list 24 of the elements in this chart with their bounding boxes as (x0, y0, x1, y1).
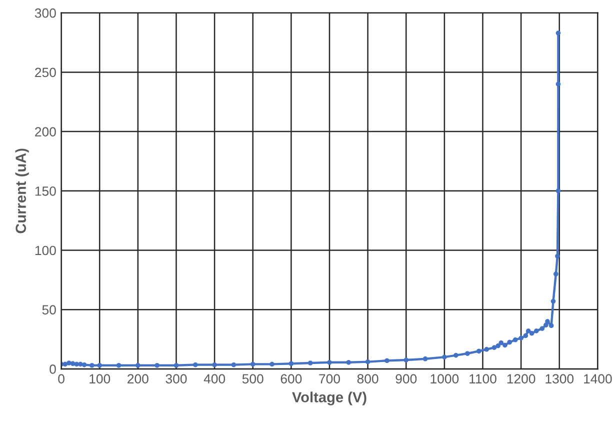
x-tick-label: 100 (90, 374, 110, 384)
x-tick-label: 900 (396, 374, 417, 384)
x-tick-label: 300 (166, 374, 187, 384)
y-tick-label: 300 (34, 8, 56, 18)
x-tick-label: 1000 (430, 374, 459, 384)
x-tick-label: 1300 (546, 374, 574, 384)
y-axis-title: Current (uA) (15, 148, 29, 234)
y-tick-label: 50 (42, 305, 56, 315)
x-tick-label: 1200 (507, 374, 536, 384)
x-tick-label: 0 (58, 374, 64, 384)
y-tick-label: 250 (35, 68, 56, 78)
y-tick-label: 150 (35, 186, 56, 196)
y-tick-label: 200 (35, 127, 56, 136)
x-tick-label: 700 (319, 374, 340, 384)
x-axis-title: Voltage (V) (292, 392, 366, 406)
x-tick-label: 800 (357, 374, 378, 384)
x-tick-label: 600 (280, 374, 302, 384)
x-tick-label: 500 (242, 374, 264, 384)
y-tick-label: 100 (35, 246, 56, 256)
y-tick-label: 0 (50, 364, 56, 374)
x-tick-label: 1400 (584, 374, 612, 384)
x-tick-label: 200 (128, 374, 148, 384)
x-tick-label: 1100 (470, 374, 496, 384)
x-tick-label: 400 (204, 374, 226, 384)
